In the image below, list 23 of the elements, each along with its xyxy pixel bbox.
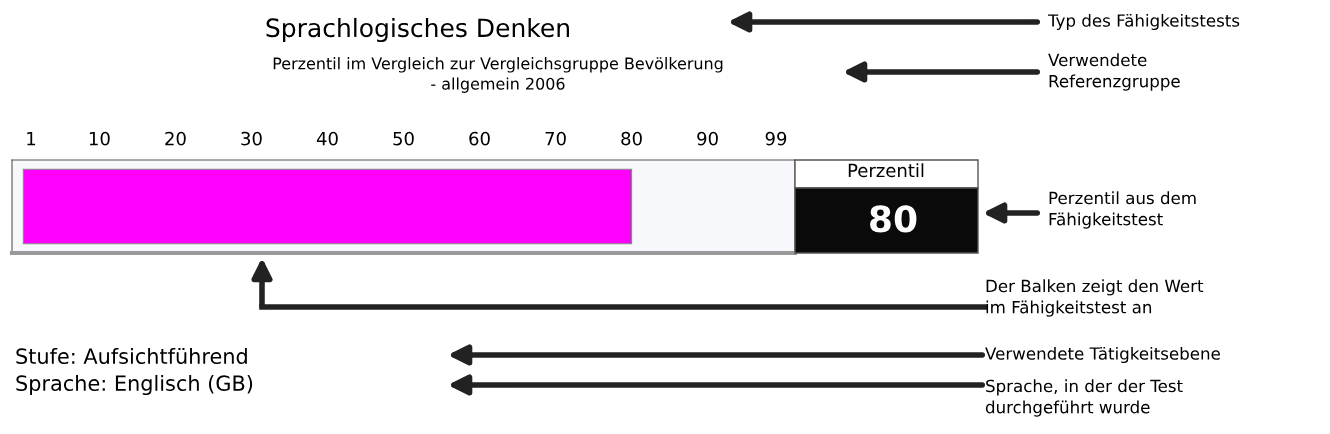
x-tick-label: 80 (621, 131, 642, 146)
text: 80 (870, 205, 917, 233)
chart-title: Sprachlogisches Denken (266, 17, 569, 43)
x-tick-label: 99 (765, 131, 787, 146)
x-tick-label: 30 (241, 131, 262, 146)
text: Der Balken zeigt den Wert im Fähigkeitstest an (986, 279, 1204, 317)
x-tick-label: 60 (469, 131, 490, 146)
x-tick-label: 90 (697, 131, 718, 146)
x-tick-label: 50 (393, 131, 414, 146)
x-tick-label: 70 (545, 131, 566, 146)
text: Sprache: Englisch (GB) (16, 374, 253, 396)
chart-subtitle: Perzentil im Vergleich zur Vergleichsgruppe Bevölkerung - allgemein 2006 (273, 57, 723, 93)
x-tick-label: 20 (165, 131, 186, 146)
text: Verwendete Tätigkeitsebene (985, 346, 1220, 364)
text: Sprache, in der der Test durchgeführt wurde (985, 379, 1183, 417)
text: Verwendete Referenzgruppe (1048, 53, 1180, 91)
x-tick-label: 1 (27, 131, 36, 146)
text: Stufe: Aufsichtführend (16, 347, 247, 365)
x-tick-label: 10 (89, 131, 110, 146)
text: Perzentil (848, 163, 924, 178)
text: Perzentil aus dem Fähigkeitstest (1049, 191, 1196, 229)
x-tick-label: 40 (316, 131, 338, 146)
text: Typ des Fähigkeitstests (1047, 13, 1240, 31)
